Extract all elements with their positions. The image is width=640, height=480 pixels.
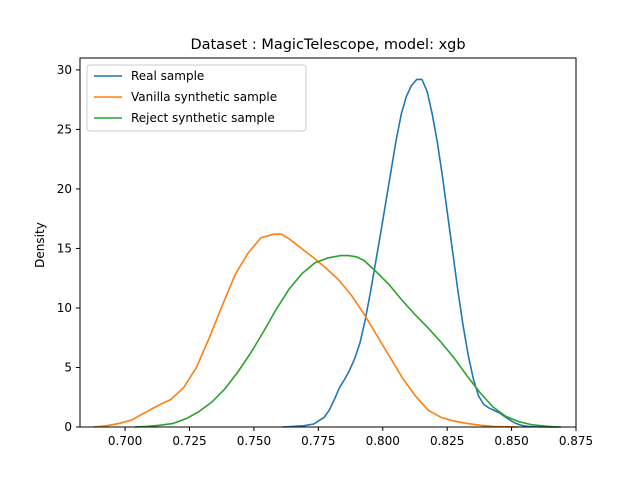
y-tick-label: 5 bbox=[64, 360, 72, 374]
y-axis-label: Density bbox=[33, 222, 47, 268]
series-line-1 bbox=[282, 78, 562, 428]
series-line-2 bbox=[93, 233, 519, 428]
x-tick-label: 0.700 bbox=[108, 434, 142, 448]
legend-label-2: Vanilla synthetic sample bbox=[131, 90, 277, 104]
series-line-3 bbox=[134, 254, 558, 428]
axes-frame bbox=[79, 57, 577, 428]
legend-label-1: Real sample bbox=[131, 69, 204, 83]
y-tick-label: 20 bbox=[57, 182, 72, 196]
y-tick-label: 15 bbox=[57, 241, 72, 255]
x-tick-label: 0.750 bbox=[237, 434, 271, 448]
x-tick-label: 0.800 bbox=[366, 434, 400, 448]
legend-box bbox=[86, 64, 307, 132]
chart-title: Dataset : MagicTelescope, model: xgb bbox=[190, 37, 465, 53]
y-tick-label: 25 bbox=[57, 122, 72, 136]
x-tick-label: 0.850 bbox=[494, 434, 528, 448]
y-tick-label: 10 bbox=[57, 301, 72, 315]
legend-label-3: Reject synthetic sample bbox=[131, 111, 275, 125]
x-tick-label: 0.825 bbox=[430, 434, 464, 448]
x-tick-label: 0.875 bbox=[559, 434, 593, 448]
x-tick-label: 0.775 bbox=[301, 434, 335, 448]
legend: Real sample Vanilla synthetic sample Rejec… bbox=[86, 64, 307, 132]
y-tick-label: 0 bbox=[64, 420, 72, 434]
y-tick-label: 30 bbox=[57, 63, 72, 77]
x-tick-label: 0.725 bbox=[172, 434, 206, 448]
plot-area: 0.700 0.725 0.750 0.775 0.800 0.825 0.850 0.875… bbox=[57, 57, 593, 448]
